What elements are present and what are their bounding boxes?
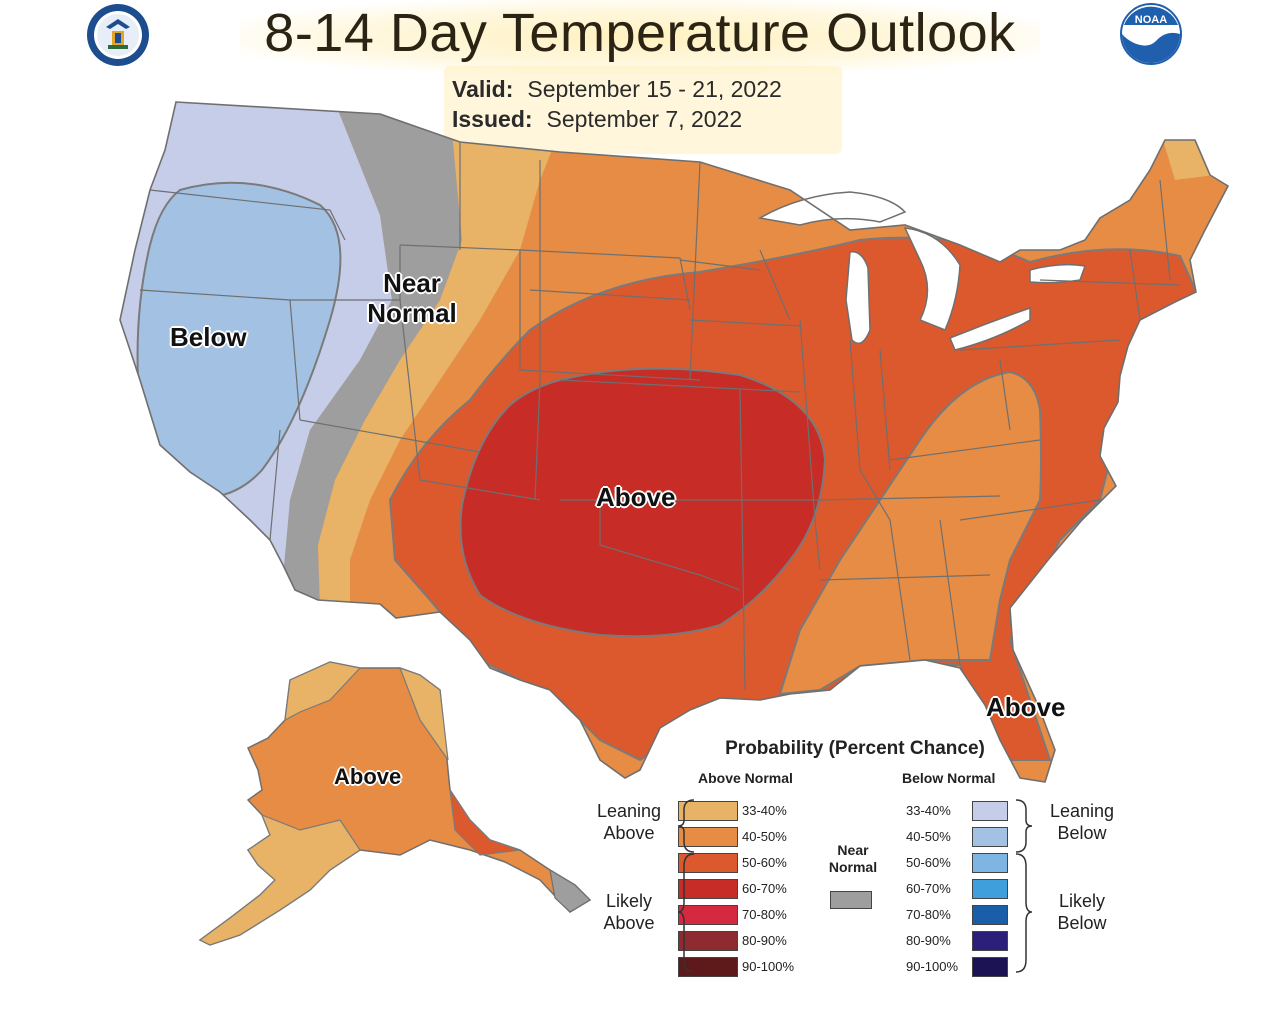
legend-above-swatch bbox=[678, 905, 738, 925]
alaska-above-33-40-north bbox=[284, 661, 362, 722]
leaning-below-line2: Below bbox=[1057, 823, 1107, 843]
lake-ontario bbox=[1029, 263, 1087, 284]
page-title: 8-14 Day Temperature Outlook bbox=[264, 3, 1016, 63]
legend-normal-line: Normal bbox=[828, 859, 878, 875]
legend-below-range: 70-80% bbox=[906, 907, 951, 922]
legend-below-range: 90-100% bbox=[906, 959, 959, 974]
legend-above-range: 40-50% bbox=[742, 829, 787, 844]
legend-near-normal-swatch bbox=[830, 891, 872, 909]
legend-below-swatch bbox=[972, 957, 1008, 977]
leaning-below-label: Leaning Below bbox=[1036, 800, 1128, 844]
great-lakes bbox=[757, 191, 1087, 351]
label-above-central: Above bbox=[596, 482, 676, 512]
label-above-florida: Above bbox=[986, 692, 1066, 722]
below-brackets bbox=[1015, 799, 1033, 973]
lake-erie bbox=[949, 306, 1031, 351]
leaning-below-line1: Leaning bbox=[1049, 801, 1115, 821]
legend-below-swatch bbox=[972, 931, 1008, 951]
noaa-logo-text: NOAA bbox=[1135, 14, 1167, 26]
legend-title: Probability (Percent Chance) bbox=[725, 738, 985, 759]
legend-below-swatch bbox=[972, 853, 1008, 873]
issued-label: Issued: bbox=[452, 106, 533, 132]
legend-above-swatch bbox=[678, 879, 738, 899]
lake-michigan bbox=[845, 251, 871, 345]
likely-below-label: Likely Below bbox=[1036, 890, 1128, 934]
legend-near-line: Near bbox=[837, 842, 869, 858]
probability-regions bbox=[120, 102, 1215, 762]
legend-near-normal-label: Near Normal bbox=[818, 842, 888, 876]
legend-above-range: 80-90% bbox=[742, 933, 787, 948]
likely-above-line1: Likely bbox=[605, 891, 653, 911]
likely-below-line1: Likely bbox=[1058, 891, 1106, 911]
lake-superior bbox=[757, 191, 907, 226]
likely-below-line2: Below bbox=[1057, 913, 1107, 933]
above-brackets bbox=[677, 799, 695, 973]
alaska-above-50-60 bbox=[449, 789, 521, 856]
legend-above-swatch bbox=[678, 801, 738, 821]
legend-above-swatch bbox=[678, 853, 738, 873]
alaska-above-33-40-east bbox=[398, 667, 449, 761]
issued-line: Issued: September 7, 2022 bbox=[452, 106, 742, 133]
legend-above-swatch bbox=[678, 827, 738, 847]
region-above-33-40-west bbox=[318, 110, 560, 620]
legend-above-range: 50-60% bbox=[742, 855, 787, 870]
region-above-60-70 bbox=[459, 367, 827, 638]
legend-above-swatch bbox=[678, 931, 738, 951]
legend-below-range: 40-50% bbox=[906, 829, 951, 844]
label-near: Near bbox=[383, 268, 441, 298]
likely-above-label: Likely Above bbox=[584, 890, 674, 934]
legend-below-swatch bbox=[972, 905, 1008, 925]
legend-below-swatch bbox=[972, 801, 1008, 821]
alaska-above-33-40-south bbox=[198, 813, 361, 946]
legend-below-header: Below Normal bbox=[902, 770, 996, 786]
label-above-alaska: Above bbox=[334, 764, 402, 789]
dates-highlight bbox=[444, 66, 842, 154]
state-borders bbox=[139, 142, 1181, 691]
label-normal: Normal bbox=[367, 298, 457, 328]
legend-below-range: 50-60% bbox=[906, 855, 951, 870]
legend-below-range: 80-90% bbox=[906, 933, 951, 948]
region-above-40-50-southeast bbox=[778, 370, 1042, 696]
legend-above-range: 33-40% bbox=[742, 803, 787, 818]
lake-huron bbox=[903, 227, 961, 331]
valid-value: September 15 - 21, 2022 bbox=[527, 76, 782, 102]
legend-below-swatch bbox=[972, 879, 1008, 899]
noaa-logo: NOAA bbox=[1120, 3, 1182, 65]
issued-value: September 7, 2022 bbox=[546, 106, 743, 132]
alaska-near-normal bbox=[549, 868, 591, 913]
legend-above-range: 90-100% bbox=[742, 959, 795, 974]
title-highlight bbox=[240, 0, 1040, 74]
legend-below-range: 60-70% bbox=[906, 881, 951, 896]
leaning-above-label: Leaning Above bbox=[584, 800, 674, 844]
valid-label: Valid: bbox=[452, 76, 514, 102]
legend-above-range: 70-80% bbox=[742, 907, 787, 922]
leaning-above-line1: Leaning bbox=[596, 801, 662, 821]
label-below: Below bbox=[170, 322, 247, 352]
leaning-above-line2: Above bbox=[603, 823, 655, 843]
legend-above-range: 60-70% bbox=[742, 881, 787, 896]
region-near-normal bbox=[280, 102, 462, 610]
legend-above-header: Above Normal bbox=[698, 770, 793, 786]
valid-line: Valid: September 15 - 21, 2022 bbox=[452, 76, 782, 103]
label-near-normal: Near Normal bbox=[360, 268, 464, 328]
alaska bbox=[198, 661, 592, 946]
legend-below-swatch bbox=[972, 827, 1008, 847]
commerce-seal-logo bbox=[87, 4, 149, 66]
likely-above-line2: Above bbox=[603, 913, 655, 933]
legend-below-range: 33-40% bbox=[906, 803, 951, 818]
